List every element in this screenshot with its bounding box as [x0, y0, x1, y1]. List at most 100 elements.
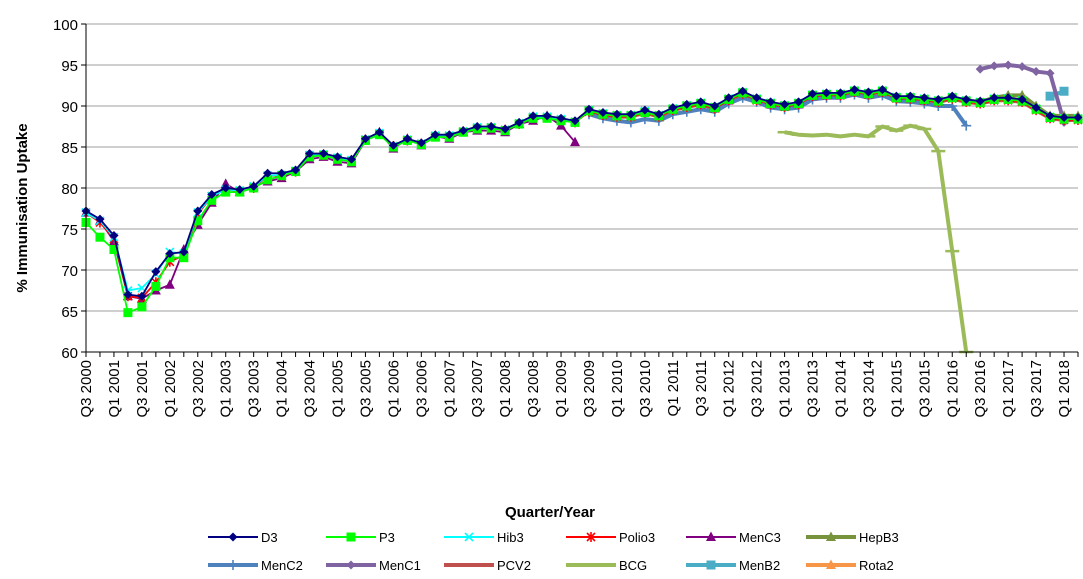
- series-line-p3: [85, 90, 1078, 314]
- legend-label-menc3: MenC3: [739, 530, 781, 545]
- data-point-d3: [626, 109, 636, 119]
- x-tick-label: Q3 2005: [357, 360, 374, 418]
- data-point-d3: [877, 85, 887, 95]
- data-point-d3: [165, 249, 175, 259]
- legend-swatch-marker: [586, 532, 596, 542]
- data-point-p3: [207, 195, 217, 205]
- x-tick-label: Q1 2017: [1000, 360, 1017, 418]
- data-point-d3: [458, 126, 468, 136]
- data-point-d3: [263, 168, 273, 178]
- data-point-menc3: [164, 279, 175, 289]
- legend-swatch-marker: [346, 532, 356, 542]
- data-point-d3: [933, 94, 943, 104]
- data-point-p3: [95, 232, 105, 242]
- x-tick-label: Q3 2012: [749, 360, 766, 418]
- data-point-d3: [360, 134, 370, 144]
- y-tick-label: 65: [61, 304, 78, 321]
- legend-label-hepb3: HepB3: [859, 530, 899, 545]
- data-point-d3: [193, 206, 203, 216]
- data-point-d3: [919, 93, 929, 103]
- data-point-d3: [416, 138, 426, 148]
- x-tick-label: Q1 2013: [777, 360, 794, 418]
- legend-item-d3: D3: [208, 530, 278, 545]
- legend-label-rota2: Rota2: [859, 558, 894, 573]
- legend-label-p3: P3: [379, 530, 395, 545]
- data-point-d3: [961, 94, 971, 104]
- data-point-d3: [151, 267, 161, 277]
- legend-label-pcv2: PCV2: [497, 558, 531, 573]
- data-point-p3: [179, 253, 189, 263]
- data-point-d3: [556, 113, 566, 123]
- data-point-d3: [766, 97, 776, 107]
- data-point-menc1: [1017, 62, 1027, 72]
- x-tick-label: Q1 2018: [1056, 360, 1073, 418]
- data-point-d3: [891, 91, 901, 101]
- legend-item-menb2: MenB2: [686, 558, 780, 573]
- legend-swatch-marker: [464, 532, 474, 542]
- series-polio3: [81, 87, 1083, 303]
- legend-swatch-marker: [346, 560, 356, 570]
- data-point-d3: [835, 88, 845, 98]
- legend-swatch-marker: [706, 560, 716, 570]
- data-point-menb2: [1059, 86, 1069, 96]
- data-point-p3: [263, 175, 273, 185]
- x-tick-label: Q3 2002: [190, 360, 207, 418]
- legend-label-menc1: MenC1: [379, 558, 421, 573]
- y-tick-label: 75: [61, 222, 78, 239]
- x-tick-label: Q1 2012: [721, 360, 738, 418]
- x-tick-label: Q1 2009: [553, 360, 570, 418]
- x-axis-title: Quarter/Year: [505, 504, 595, 521]
- data-point-d3: [249, 181, 259, 191]
- data-point-menc3: [570, 136, 581, 147]
- legend-label-hib3: Hib3: [497, 530, 524, 545]
- data-point-d3: [542, 111, 552, 121]
- x-tick-label: Q1 2016: [944, 360, 961, 418]
- data-point-d3: [402, 134, 412, 144]
- data-point-d3: [989, 93, 999, 103]
- data-point-menc1: [975, 64, 985, 74]
- data-point-d3: [570, 116, 580, 126]
- data-point-d3: [780, 99, 790, 109]
- data-point-d3: [235, 185, 245, 195]
- x-tick-label: Q3 2001: [134, 360, 151, 418]
- data-point-d3: [1059, 112, 1069, 122]
- legend-item-hepb3: HepB3: [806, 530, 899, 545]
- data-point-d3: [1031, 103, 1041, 113]
- x-tick-label: Q1 2003: [218, 360, 235, 418]
- grid-lines: [86, 23, 1078, 312]
- x-tick-label: Q3 2014: [860, 360, 877, 418]
- data-point-d3: [822, 88, 832, 98]
- legend-swatch-marker: [706, 531, 716, 541]
- data-point-d3: [388, 140, 398, 150]
- x-tick-label: Q3 2004: [302, 360, 319, 418]
- data-point-menb2: [1045, 91, 1055, 101]
- x-tick-label: Q3 2011: [693, 360, 710, 416]
- x-tick-label: Q1 2007: [441, 360, 458, 418]
- legend-item-rota2: Rota2: [806, 558, 894, 573]
- data-point-d3: [430, 130, 440, 140]
- data-point-d3: [794, 97, 804, 107]
- data-point-d3: [947, 91, 957, 101]
- series-line-hib3: [85, 89, 1078, 292]
- x-tick-label: Q3 2016: [972, 360, 989, 418]
- legend-item-hib3: Hib3: [444, 530, 524, 545]
- data-point-d3: [808, 89, 818, 99]
- data-point-d3: [668, 103, 678, 113]
- data-point-d3: [528, 111, 538, 121]
- series-line-bcg: [784, 123, 969, 353]
- data-point-d3: [724, 93, 734, 103]
- data-point-d3: [1073, 112, 1083, 122]
- data-point-d3: [123, 290, 133, 300]
- x-tick-label: Q1 2001: [106, 360, 123, 418]
- data-point-d3: [374, 127, 384, 137]
- y-tick-label: 100: [53, 17, 78, 34]
- data-point-d3: [1045, 111, 1055, 121]
- data-point-menc1: [1045, 68, 1055, 78]
- legend-swatch-marker: [228, 532, 238, 542]
- legend-item-menc3: MenC3: [686, 530, 781, 545]
- legend: D3 P3 Hib3 Polio3 MenC3 HepB3 MenC2 MenC1 PCV2 BC…: [208, 530, 899, 573]
- series-layer: [81, 60, 1083, 354]
- y-tick-label: 60: [61, 345, 78, 362]
- legend-label-menb2: MenB2: [739, 558, 780, 573]
- data-point-p3: [137, 302, 147, 312]
